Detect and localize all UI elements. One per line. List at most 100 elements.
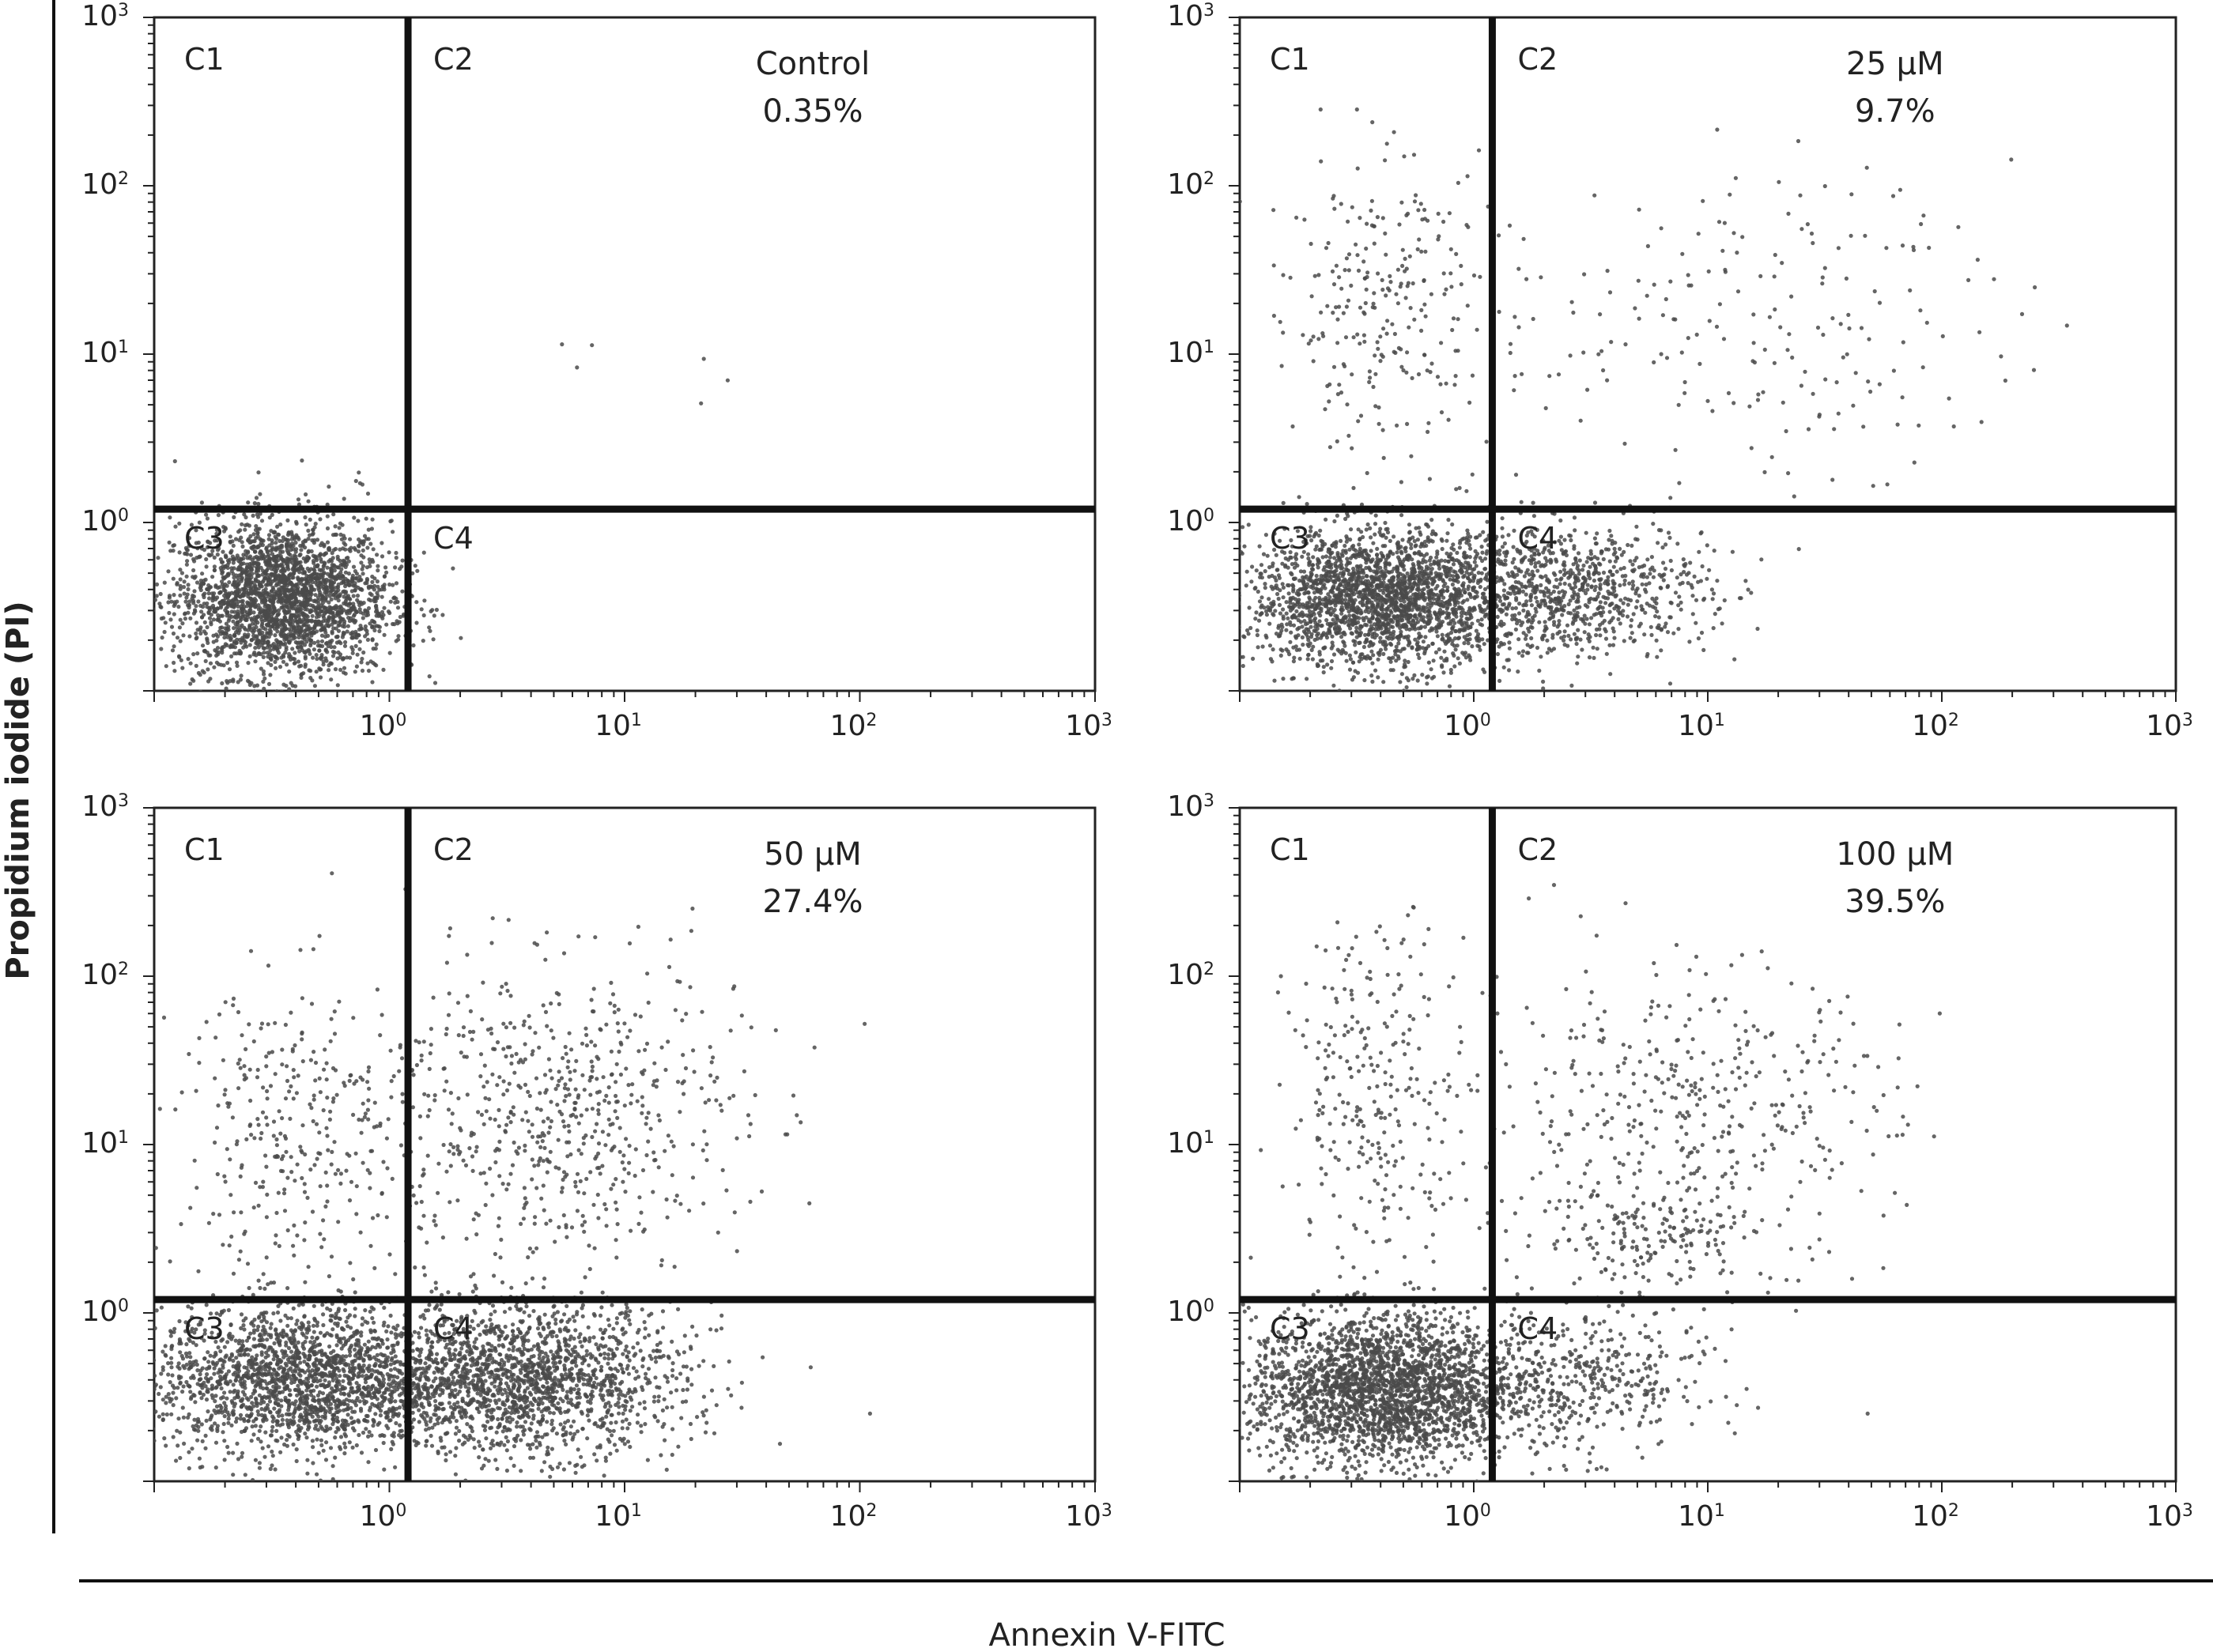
data-point [359,660,364,665]
data-point [1331,617,1335,622]
data-point [1387,591,1392,596]
data-point [247,702,251,706]
data-point [1376,627,1380,632]
data-point [201,593,206,598]
data-point [1312,590,1317,595]
data-point [296,635,301,640]
data-point [1357,616,1361,620]
data-point [1433,650,1439,655]
data-point [195,546,200,551]
data-point [247,624,252,629]
data-point [232,651,237,656]
data-point [289,681,293,685]
data-point [1290,606,1295,611]
data-point [302,637,307,642]
data-point [330,566,334,571]
data-point [216,616,221,620]
data-point [206,667,210,672]
data-point [347,596,352,601]
data-point [1398,680,1403,685]
data-point [1406,617,1411,621]
data-point [166,569,171,574]
data-point [1350,660,1356,665]
data-point [1327,569,1332,575]
data-point [380,616,385,620]
data-point [357,639,362,644]
scatter-points [154,342,731,706]
data-point [193,574,198,579]
data-point [1272,531,1277,536]
data-point [1331,584,1336,589]
data-point [1312,612,1316,617]
data-point [1335,616,1339,620]
data-point [1396,641,1401,646]
data-point [1286,583,1290,588]
data-point [1423,635,1428,639]
data-point [1303,537,1308,543]
data-point [227,591,232,596]
data-point [335,635,340,639]
data-point [1367,619,1372,624]
data-point [247,643,252,647]
data-point [1311,644,1316,649]
data-point [1357,551,1361,556]
data-point [1331,574,1337,579]
data-point [246,580,251,585]
data-point [299,626,304,632]
data-point [1351,675,1356,680]
data-point [317,648,322,653]
data-point [1264,635,1269,640]
data-point [330,611,335,616]
data-point [296,560,301,565]
data-point [1324,602,1329,606]
data-point [182,579,187,584]
data-point [194,580,200,585]
data-point [363,624,368,629]
data-point [1392,534,1396,539]
data-point [384,622,389,627]
data-point [295,645,300,650]
data-point [370,638,375,643]
data-point [1399,590,1404,596]
data-point [1474,564,1478,568]
data-point [1445,531,1450,536]
data-point [314,558,319,563]
data-point [309,638,314,643]
data-point [215,595,220,600]
data-point [1460,607,1465,613]
data-point [337,613,342,618]
data-point [259,699,263,703]
data-point [1199,636,1203,639]
data-point [1429,518,1434,522]
data-point [240,561,244,567]
data-point [1327,627,1331,632]
data-point [365,637,370,643]
data-point [338,604,343,609]
data-point [184,562,189,567]
data-point [1276,596,1281,602]
data-point [327,594,332,598]
data-point [1226,626,1230,630]
data-point [329,597,334,602]
data-point [321,613,326,618]
data-point [421,613,426,618]
data-point [288,595,293,601]
data-point [333,524,338,529]
data-point [212,555,217,560]
data-point [327,639,332,644]
data-point [332,650,337,655]
data-point [321,659,326,664]
data-point [1330,634,1335,639]
data-point [1395,635,1399,640]
data-point [167,540,172,545]
data-point [387,651,392,655]
data-point [278,553,283,559]
data-point [1383,520,1388,526]
data-point [1277,575,1282,580]
data-point [1439,572,1444,577]
data-point [1380,603,1385,608]
data-point [421,550,426,555]
data-point [226,627,231,632]
data-point [399,564,404,569]
data-point [1475,618,1480,623]
